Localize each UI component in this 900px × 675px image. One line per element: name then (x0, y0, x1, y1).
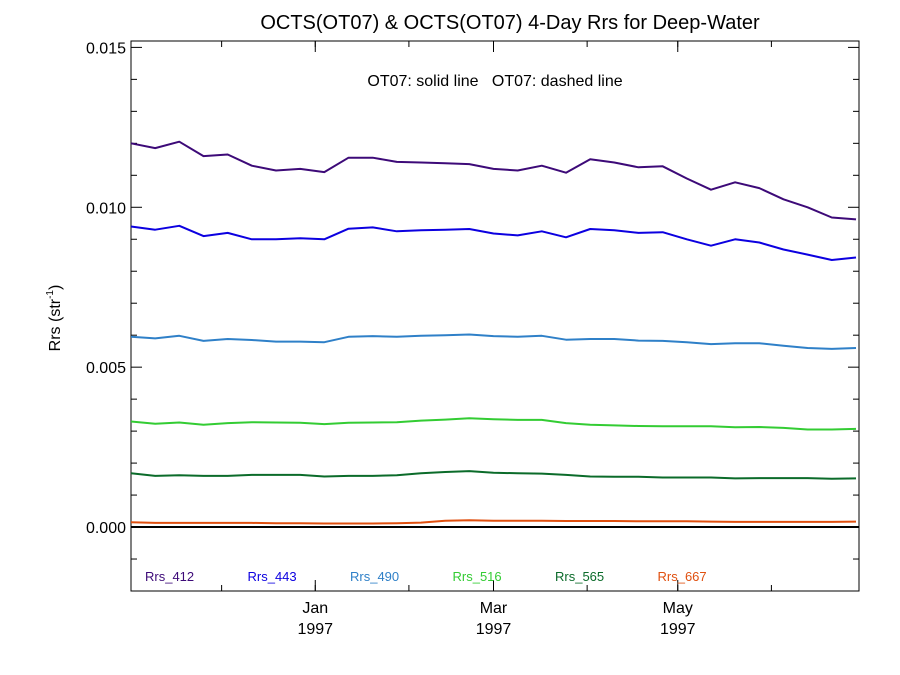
series-line-rrs-565 (130, 470, 857, 480)
legend-entry-rrs-667: Rrs_667 (658, 569, 707, 584)
series-line-rrs-490 (130, 333, 857, 350)
series-line-rrs-412 (130, 140, 857, 221)
y-tick-label: 0.015 (86, 40, 126, 57)
legend-entry-rrs-565: Rrs_565 (555, 569, 604, 584)
plot-frame (130, 40, 860, 592)
y-tick-label: 0.000 (86, 520, 126, 537)
x-tick-label-month: Jan (302, 600, 328, 617)
x-tick-label-month: Mar (480, 600, 508, 617)
chart-title: OCTS(OT07) & OCTS(OT07) 4-Day Rrs for De… (260, 12, 760, 34)
series-layer (130, 140, 857, 525)
series-line-rrs-443 (130, 224, 857, 261)
series-line-rrs-667 (130, 519, 857, 525)
legend: Rrs_412 Rrs_443 Rrs_490 Rrs_516 Rrs_565 Rrs_6… (145, 569, 707, 584)
y-axis-label-superscript: -1 (45, 290, 56, 299)
y-tick-label: 0.010 (86, 200, 126, 217)
chart-subtitle: OT07: solid line OT07: dashed line (367, 73, 622, 90)
legend-entry-rrs-443: Rrs_443 (248, 569, 297, 584)
series-line-rrs-516 (130, 417, 857, 431)
legend-entry-rrs-516: Rrs_516 (453, 569, 502, 584)
legend-entry-rrs-412: Rrs_412 (145, 569, 194, 584)
x-tick-label-year: 1997 (660, 621, 696, 638)
x-tick-label-year: 1997 (476, 621, 512, 638)
y-axis-label-main: Rrs (str (47, 298, 64, 351)
legend-entry-rrs-490: Rrs_490 (350, 569, 399, 584)
y-axis-label: Rrs (str-1) (45, 285, 64, 352)
x-tick-label-month: May (663, 600, 693, 617)
y-tick-label: 0.005 (86, 360, 126, 377)
y-axis-label-close: ) (47, 285, 64, 290)
x-tick-label-year: 1997 (297, 621, 333, 638)
axes: 0.000 0.005 0.010 0.015 Jan 1997 Mar 1997 May 199… (86, 40, 860, 638)
